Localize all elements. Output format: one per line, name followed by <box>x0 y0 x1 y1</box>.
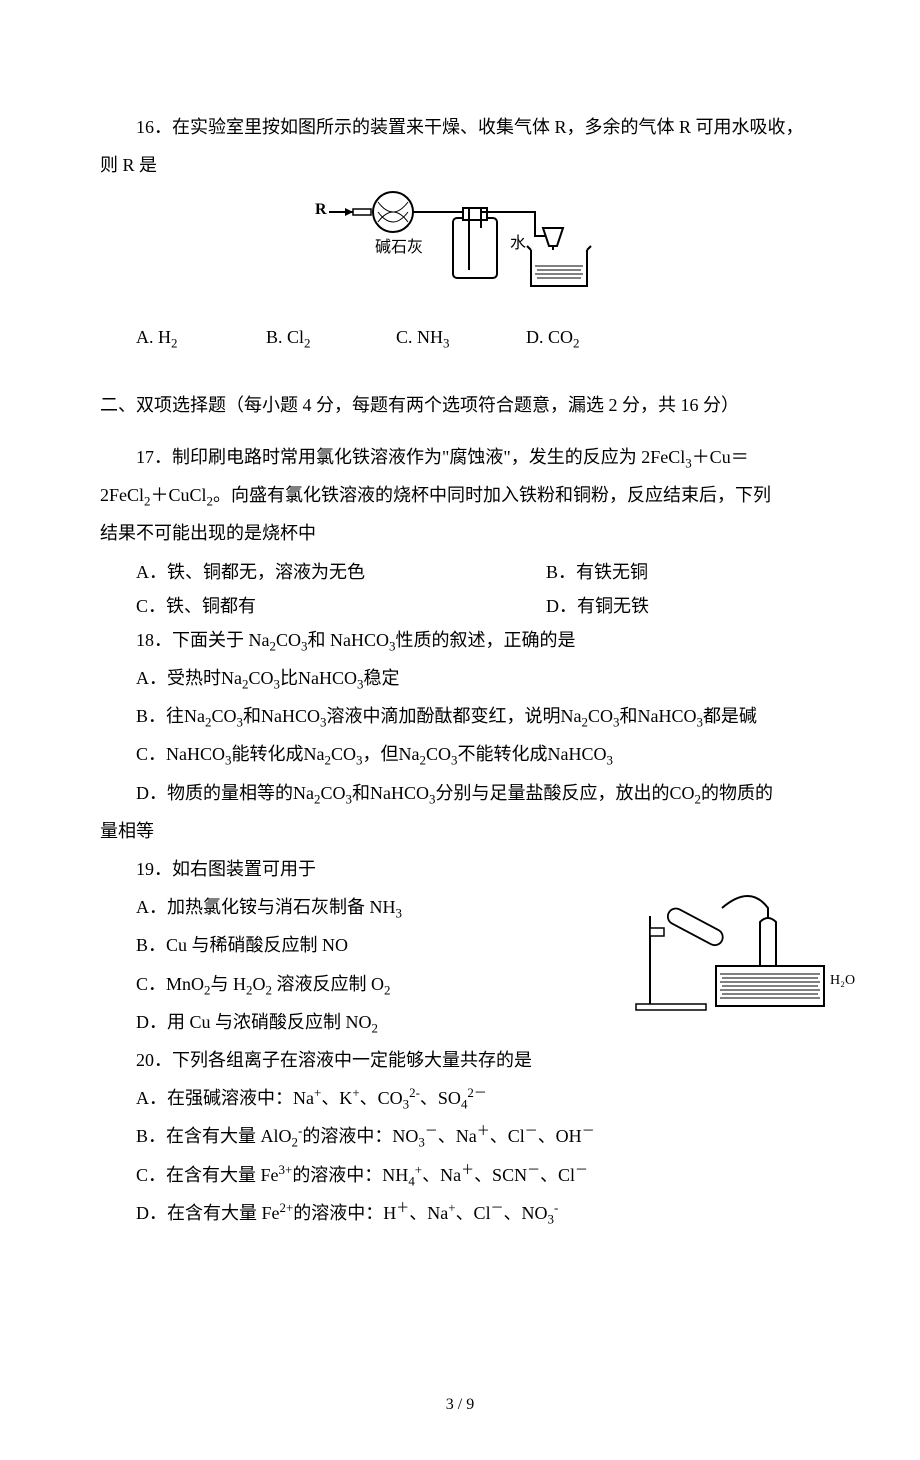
q20-stem: 20．下列各组离子在溶液中一定能够大量共存的是 <box>100 1043 820 1077</box>
q17-opt-D: D．有铜无铁 <box>546 589 820 623</box>
q16-stem-line2: 则 R 是 <box>100 148 820 182</box>
q17-opt-A: A．铁、铜都无，溶液为无色 <box>136 555 546 589</box>
q16-label-water: 水 <box>510 234 526 252</box>
q18-opt-A: A．受热时Na2CO3比NaHCO3稳定 <box>100 661 820 695</box>
q16-label-R: R <box>315 201 327 218</box>
q18-opt-B: B．往Na2CO3和NaHCO3溶液中滴加酚酞都变红，说明Na2CO3和NaHC… <box>100 699 820 733</box>
section2-header: 二、双项选择题（每小题 4 分，每题有两个选项符合题意，漏选 2 分，共 16 … <box>100 388 820 422</box>
q17-stem-line3: 结果不可能出现的是烧杯中 <box>100 516 820 550</box>
q18-opt-D-line1: D．物质的量相等的Na2CO3和NaHCO3分别与足量盐酸反应，放出的CO2的物… <box>100 776 820 810</box>
q19-apparatus-svg: H₂O <box>630 878 860 1018</box>
q16-apparatus-svg: R 碱石灰 水 <box>305 188 615 298</box>
q20-opt-C: C．在含有大量 Fe3+的溶液中：NH4+、Na＋、SCN－、Cl－ <box>100 1158 820 1192</box>
q16-opt-C: C. NH3 <box>396 320 526 354</box>
q17-stem-line2: 2FeCl2＋CuCl2。向盛有氯化铁溶液的烧杯中同时加入铁粉和铜粉，反应结束后… <box>100 478 820 512</box>
q16-opt-B: B. Cl2 <box>266 320 396 354</box>
q18-opt-D-line2: 量相等 <box>100 814 820 848</box>
q16-stem-line1: 16．在实验室里按如图所示的装置来干燥、收集气体 R，多余的气体 R 可用水吸收… <box>100 110 820 144</box>
q20-opt-B: B．在含有大量 AlO2-的溶液中：NO3－、Na＋、Cl－、OH－ <box>100 1119 820 1153</box>
q16-stem-a: 16．在实验室里按如图所示的装置来干燥、收集气体 R，多余的气体 R 可用水吸收… <box>136 117 804 137</box>
q20-opt-D: D．在含有大量 Fe2+的溶液中：H＋、Na+、Cl－、NO3- <box>100 1196 820 1230</box>
q16-options: A. H2 B. Cl2 C. NH3 D. CO2 <box>136 320 820 354</box>
q16-label-lime: 碱石灰 <box>375 238 423 256</box>
q19-block: 19．如右图装置可用于 A．加热氯化铵与消石灰制备 NH3 B．Cu 与稀硝酸反… <box>100 852 820 1039</box>
q16-opt-A: A. H2 <box>136 320 266 354</box>
q17-opt-B: B．有铁无铜 <box>546 555 820 589</box>
q16-figure: R 碱石灰 水 <box>100 188 820 309</box>
q18-opt-C: C．NaHCO3能转化成Na2CO3，但Na2CO3不能转化成NaHCO3 <box>100 737 820 771</box>
q17-row2: C．铁、铜都有 D．有铜无铁 <box>136 589 820 623</box>
q16-opt-D: D. CO2 <box>526 320 656 354</box>
q19-figure: H₂O <box>630 878 860 1029</box>
page-footer: 3 / 9 <box>100 1390 820 1420</box>
q20-opt-A: A．在强碱溶液中：Na+、K+、CO32-、SO42－ <box>100 1081 820 1115</box>
q18-stem: 18．下面关于 Na2CO3和 NaHCO3性质的叙述，正确的是 <box>100 623 820 657</box>
q17-row1: A．铁、铜都无，溶液为无色 B．有铁无铜 <box>136 555 820 589</box>
q17-opt-C: C．铁、铜都有 <box>136 589 546 623</box>
q19-label-h2o: H₂O <box>830 973 855 988</box>
q17-stem-line1: 17．制印刷电路时常用氯化铁溶液作为"腐蚀液"，发生的反应为 2FeCl3＋Cu… <box>100 440 820 474</box>
